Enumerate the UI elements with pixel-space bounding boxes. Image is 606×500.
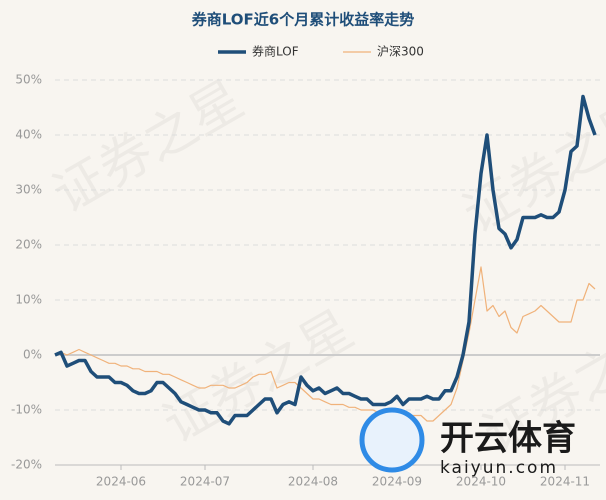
- y-tick-label: 40%: [15, 128, 42, 142]
- legend-label: 券商LOF: [252, 44, 299, 59]
- y-tick-label: 20%: [15, 238, 42, 252]
- x-tick-label: 2024-08: [288, 475, 338, 489]
- series-line: [54, 94, 597, 426]
- logo-url: kaiyun.com: [440, 458, 558, 478]
- chart-title: 券商LOF近6个月累计收益率走势: [192, 11, 414, 29]
- plot: -20% -10% 0% 10% 20% 30% 40% 50% 2024-06 2024-07 2…: [11, 44, 600, 489]
- logo-ball: [359, 407, 425, 473]
- y-tick-label: 10%: [15, 293, 42, 307]
- y-tick-label: -20%: [11, 458, 42, 472]
- y-tick-label: 0%: [23, 348, 42, 362]
- x-tick-label: 2024-11: [540, 475, 590, 489]
- y-tick-label: 30%: [15, 183, 42, 197]
- x-tick-label: 2024-10: [456, 475, 506, 489]
- x-tick-label: 2024-09: [372, 475, 422, 489]
- y-tick-label: 50%: [15, 73, 42, 87]
- y-tick-label: -10%: [11, 403, 42, 417]
- x-tick-label: 2024-06: [96, 475, 146, 489]
- logo-text: 开云体育: [440, 419, 576, 459]
- legend-label: 沪深300: [377, 45, 424, 59]
- series-line: [54, 266, 596, 422]
- x-tick-label: 2024-07: [180, 475, 230, 489]
